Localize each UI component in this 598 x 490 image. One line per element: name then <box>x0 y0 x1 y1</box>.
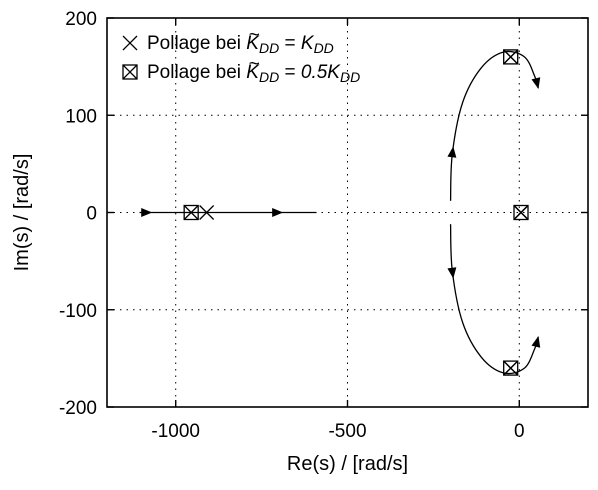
axis-ticks: -1000 -500 0 200 100 0 -100 -200 <box>59 9 588 442</box>
legend-entry-part: Pollage bei <box>147 62 246 83</box>
cross-marker <box>122 35 138 51</box>
cross-marker <box>199 205 215 220</box>
marker-stroke <box>122 35 138 51</box>
marker-stroke <box>503 49 519 65</box>
y-tick-label: 200 <box>65 9 97 30</box>
boxed-cross-marker <box>503 49 519 65</box>
trajectory-arrow <box>141 208 153 217</box>
marker-stroke <box>122 64 138 80</box>
marker-stroke <box>503 360 519 376</box>
y-tick-label: -100 <box>59 301 97 322</box>
trajectory-arrow <box>272 208 284 217</box>
legend-entry-part: DD <box>314 40 334 56</box>
legend-entry-part: Pollage bei <box>147 33 246 54</box>
marker-box <box>183 204 199 221</box>
x-tick-label: -500 <box>328 421 366 442</box>
x-axis-label: Re(s) / [rad/s] <box>287 453 408 475</box>
legend-entry-part: DD <box>259 40 279 56</box>
marker-box <box>122 64 138 80</box>
boxed-cross-marker <box>183 204 199 221</box>
legend-entry-part: K <box>301 33 315 54</box>
x-tick-label: -1000 <box>151 421 200 442</box>
pole-trajectories <box>139 50 541 375</box>
legend-entry-part: = <box>279 62 301 83</box>
marker-stroke <box>513 205 529 220</box>
trajectory-arrow <box>531 335 541 348</box>
legend-entry-part: K <box>327 62 341 83</box>
legend-entry-text: Pollage bei KDD = 0.5KDD <box>147 62 360 85</box>
trajectory-arrow <box>531 77 541 90</box>
boxed-cross-marker <box>513 204 529 221</box>
x-tick-label: 0 <box>514 421 525 442</box>
y-tick-label: -200 <box>59 398 97 419</box>
legend-entry-part: 0.5 <box>301 62 328 83</box>
trajectory-arrow <box>447 146 457 158</box>
boxed-cross-marker <box>503 360 519 376</box>
trajectory-arrow <box>447 267 457 279</box>
legend-entry-part: DD <box>340 69 360 85</box>
y-tick-label: 100 <box>65 106 97 127</box>
pole-markers <box>183 49 529 376</box>
legend-entry-part: K <box>246 62 260 83</box>
y-tick-label: 0 <box>86 204 97 225</box>
tilde-accent: ~ <box>249 54 260 75</box>
tilde-accent: ~ <box>249 25 260 46</box>
legend-entry-part: DD <box>259 69 279 85</box>
marker-box <box>513 204 529 221</box>
marker-box <box>503 49 519 65</box>
trajectory-arc <box>449 224 539 375</box>
marker-box <box>503 360 519 376</box>
legend-entry-part: = <box>279 33 301 54</box>
marker-stroke <box>183 205 199 220</box>
y-axis-label: Im(s) / [rad/s] <box>11 154 33 272</box>
marker-stroke <box>199 205 215 220</box>
legend-entry-part: K <box>246 33 260 54</box>
legend-entry-text: Pollage bei KDD = KDD <box>147 33 334 56</box>
boxed-cross-marker <box>122 64 138 80</box>
trajectory-arc <box>449 50 539 201</box>
